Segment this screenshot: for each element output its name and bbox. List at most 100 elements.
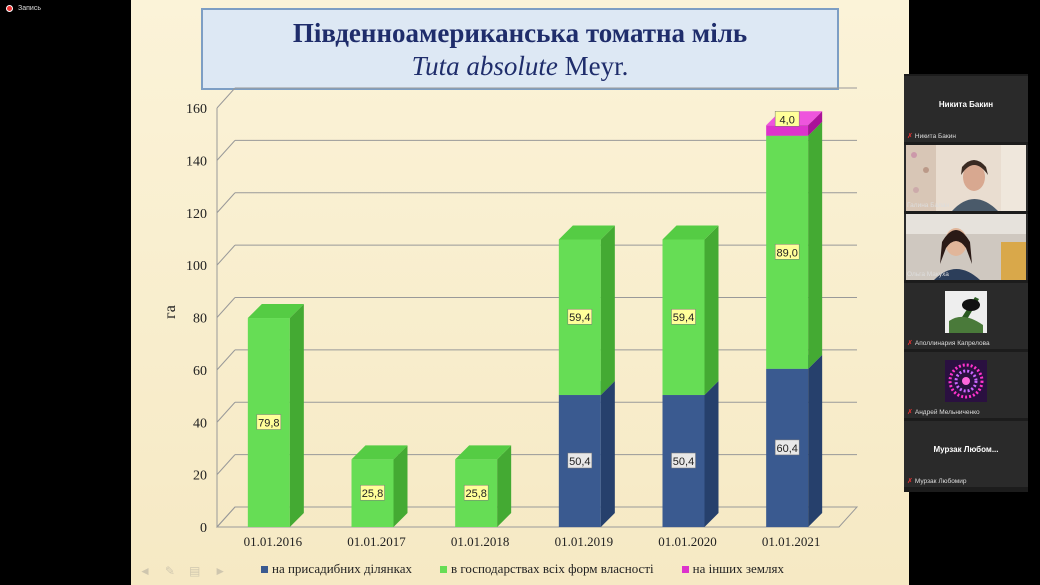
participants-panel: Никита Бакин ✗ Никита Бакин Галина Балан [904,74,1028,492]
participant-avatar [945,360,987,402]
participant-tile[interactable]: Галина Балан [904,145,1028,211]
data-label-bg [463,484,489,501]
participant-avatar [945,291,987,333]
grid-line-depth [216,297,236,318]
data-label: 25,8 [465,488,486,500]
mic-muted-icon: ✗ [907,409,913,416]
x-tick-label: 01.01.2020 [658,534,717,549]
bar-side [704,225,719,396]
data-label: 79,8 [258,418,279,430]
legend-swatch [439,565,447,573]
data-label-bg [671,308,696,325]
grid-line-depth [216,244,236,266]
x-tick-label: 01.01.2016 [244,534,303,549]
x-tick-label: 01.01.2021 [762,534,821,549]
y-tick-label: 20 [193,469,207,484]
prev-slide-icon[interactable]: ◄ [139,564,151,578]
bar-top [455,445,512,460]
grid-line-depth [216,87,236,109]
latin-name: Tuta absolute [411,51,558,81]
bar-top [662,225,719,240]
participant-tile[interactable]: Мурзак Любом... ✗ Мурзак Любомир [904,421,1028,487]
data-label-bg [774,244,800,260]
participant-name: Андрей Мельниченко [914,408,980,416]
mic-muted-icon: ✗ [907,340,913,347]
bar-side [600,381,615,527]
data-label: 60,4 [776,443,797,455]
data-label: 59,4 [569,312,590,324]
y-tick-label: 120 [186,207,207,222]
participant-video [906,214,1026,280]
mic-muted-icon: ✗ [907,478,913,485]
legend-swatch [681,565,689,573]
grid-line-depth [216,349,236,371]
grid-line-depth [216,192,236,214]
record-icon [6,5,13,12]
recording-indicator: Запись [6,5,41,12]
bar-top [558,225,615,240]
grid-line-depth [216,140,236,161]
data-label: 50,4 [673,456,694,468]
legend-label: на присадибних ділянках [272,561,412,576]
data-label: 4,0 [780,114,795,126]
participant-display-name: Мурзак Любом... [933,445,999,454]
participant-tile[interactable]: Ольга Макуха [904,214,1028,280]
menu-icon[interactable]: ▤ [188,564,201,578]
y-tick-label: 0 [200,521,207,536]
bar-side [808,121,823,369]
data-label: 89,0 [776,247,797,259]
y-tick-label: 100 [186,259,207,274]
legend-label: на інших землях [692,561,784,576]
participant-tile[interactable]: ✗ Андрей Мельниченко [904,352,1028,418]
y-tick-label: 160 [186,102,207,117]
data-label-bg [360,484,385,501]
bar-side [808,354,823,527]
participant-tile[interactable]: ✗ Аполлинария Капрелова [904,283,1028,349]
author-name: Meyr. [557,51,629,81]
data-label-bg [256,414,282,430]
grid-line-depth [216,401,236,423]
data-label: 59,4 [673,312,694,324]
bar-side [808,111,823,136]
bar-side [704,381,719,527]
x-tick-label: 01.01.2019 [555,534,614,549]
bar-side [600,225,615,396]
participant-label: ✗ Аполлинария Капрелова [907,339,990,348]
y-tick-label: 60 [193,364,207,379]
recording-label: Запись [18,5,41,12]
pen-icon[interactable]: ✎ [164,564,175,578]
participant-label: Галина Балан [907,202,949,209]
participant-label: Ольга Макуха [907,271,949,278]
slide-controls: ◄ ✎ ▤ ► [139,564,226,578]
slide-title: Південноамериканська томатна міль [292,18,748,48]
grid-line-depth [216,454,236,475]
slide-title-box: Південноамериканська томатна міль Tuta a… [201,8,839,90]
data-label-bg [774,439,800,456]
participant-name: Галина Балан [907,202,950,209]
bar-side [393,445,408,527]
participant-video [906,145,1026,211]
participant-display-name: Никита Бакин [938,100,994,109]
next-slide-icon[interactable]: ► [214,564,227,578]
participant-label: ✗ Мурзак Любомир [907,477,967,486]
y-tick-label: 80 [193,312,207,327]
bar-segment [766,125,809,136]
data-label-bg [567,452,593,469]
y-tick-label: 40 [193,416,207,431]
y-axis-label: га [162,305,179,319]
legend-label: в господарствах всіх форм власності [450,561,654,576]
x-tick-label: 01.01.2018 [451,534,510,549]
data-label-bg [774,111,800,127]
legend-item-1: в господарствах всіх форм власності [439,561,654,577]
bar-side [289,304,304,527]
legend-item-2: на інших землях [681,561,784,577]
participant-name: Мурзак Любомир [914,477,967,485]
participant-name: Ольга Макуха [907,271,949,278]
bar-top [351,445,408,460]
participant-name: Никита Бакин [914,132,956,140]
legend-swatch [261,565,268,573]
participant-tile[interactable]: Никита Бакин ✗ Никита Бакин [904,76,1028,142]
bar-top [247,304,304,319]
bar-chart: 0 20 40 60 80 100 120 140 160 га 79,8 01.01.2016 25,… [162,87,859,549]
shared-slide: Південноамериканська томатна міль Tuta a… [131,0,909,585]
